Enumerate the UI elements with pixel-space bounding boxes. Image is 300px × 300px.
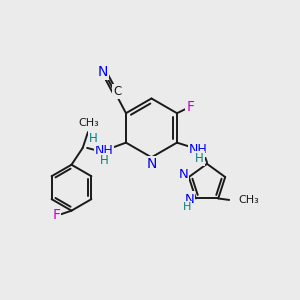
- Text: N: N: [146, 157, 157, 171]
- Text: NH: NH: [94, 144, 113, 158]
- Text: H: H: [195, 152, 204, 165]
- Text: H: H: [100, 154, 109, 167]
- Text: F: F: [186, 100, 194, 114]
- Text: CH₃: CH₃: [238, 195, 259, 205]
- Text: N: N: [98, 65, 108, 79]
- Text: N: N: [178, 168, 188, 181]
- Text: NH: NH: [189, 142, 208, 156]
- Text: F: F: [52, 208, 60, 222]
- Text: C: C: [113, 85, 121, 98]
- Text: H: H: [183, 202, 191, 212]
- Text: H: H: [88, 132, 98, 145]
- Text: CH₃: CH₃: [79, 118, 100, 128]
- Text: N: N: [184, 193, 194, 206]
